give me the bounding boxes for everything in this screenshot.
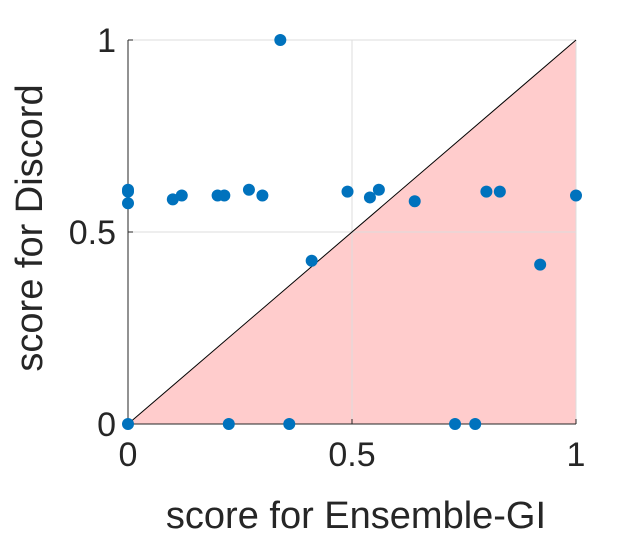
- data-point: [363, 191, 376, 204]
- data-point: [175, 189, 188, 202]
- data-point: [341, 185, 354, 198]
- data-point: [449, 418, 462, 430]
- data-point: [222, 418, 235, 430]
- x-tick-label: 0.5: [328, 436, 375, 474]
- data-point: [122, 418, 134, 430]
- data-point: [408, 195, 421, 208]
- data-point: [242, 183, 255, 196]
- y-axis-label: score for Discord: [9, 84, 51, 371]
- data-point: [570, 189, 582, 202]
- data-points: [122, 34, 582, 430]
- y-tick-label: 0.5: [69, 214, 116, 252]
- x-tick-label: 1: [567, 436, 586, 474]
- data-point: [283, 418, 296, 430]
- data-point: [493, 185, 506, 198]
- data-point: [256, 189, 269, 202]
- x-axis-label: score for Ensemble-GI: [166, 495, 546, 537]
- y-tick-label: 1: [97, 22, 116, 60]
- data-point: [218, 189, 231, 202]
- data-point: [305, 254, 318, 267]
- data-point: [480, 185, 493, 198]
- data-point: [122, 197, 134, 210]
- data-point: [166, 193, 179, 206]
- data-point: [274, 34, 287, 46]
- tick-labels: 0 0.5 1 0 0.5 1: [69, 22, 586, 474]
- data-point: [469, 418, 482, 430]
- diagonal-line: [127, 39, 577, 425]
- data-point: [122, 185, 134, 198]
- data-point: [372, 183, 385, 196]
- data-point: [534, 258, 547, 271]
- x-tick-label: 0: [119, 436, 138, 474]
- y-tick-label: 0: [97, 406, 116, 444]
